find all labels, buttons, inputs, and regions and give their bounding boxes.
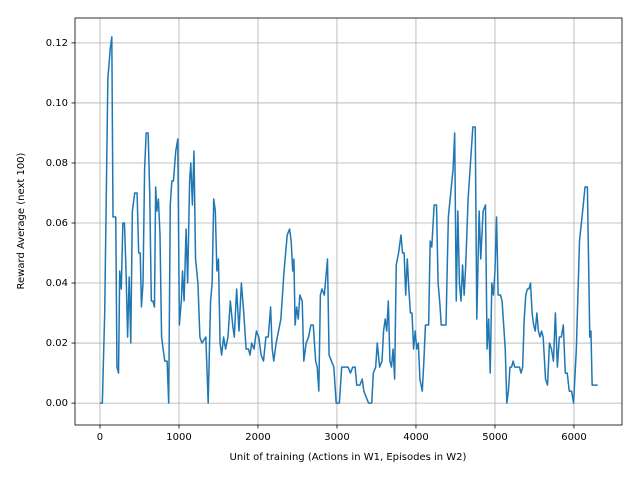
plot-frame xyxy=(74,17,623,426)
y-tick-label: 0.08 xyxy=(46,158,68,169)
y-tick-label: 0.04 xyxy=(46,278,68,289)
y-tick-label: 0.00 xyxy=(46,398,68,409)
y-tick-label: 0.02 xyxy=(46,338,68,349)
y-tick-label: 0.10 xyxy=(46,98,68,109)
x-axis-title: Unit of training (Actions in W1, Episode… xyxy=(230,452,467,463)
data-line xyxy=(99,36,598,404)
y-axis-title: Reward Average (next 100) xyxy=(16,152,27,289)
x-tick-label: 5000 xyxy=(482,432,507,443)
x-tick-label: 2000 xyxy=(245,432,270,443)
x-tick-label: 4000 xyxy=(403,432,428,443)
y-tick-label: 0.12 xyxy=(46,38,68,49)
y-tick-label: 0.06 xyxy=(46,218,68,229)
x-tick-label: 6000 xyxy=(561,432,586,443)
x-tick-label: 3000 xyxy=(324,432,349,443)
x-tick-label: 1000 xyxy=(166,432,191,443)
x-tick-label: 0 xyxy=(97,432,103,443)
